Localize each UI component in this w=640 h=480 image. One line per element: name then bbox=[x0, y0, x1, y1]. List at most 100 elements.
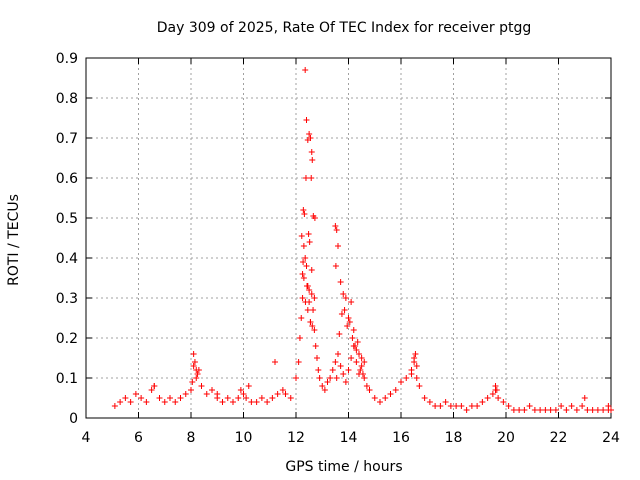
data-point bbox=[505, 403, 512, 409]
data-point bbox=[308, 291, 315, 297]
data-point bbox=[542, 407, 549, 413]
data-point bbox=[167, 395, 173, 401]
data-point bbox=[193, 375, 200, 381]
data-point bbox=[293, 375, 299, 381]
data-point bbox=[411, 355, 418, 361]
data-point bbox=[274, 391, 281, 397]
data-point bbox=[191, 359, 198, 365]
x-tick-labels: 4 6 8 10 12 14 16 18 20 22 24 bbox=[82, 430, 620, 446]
y-tick-label: 0.5 bbox=[56, 211, 78, 227]
data-point bbox=[340, 291, 347, 297]
data-point bbox=[442, 399, 449, 405]
data-point bbox=[122, 395, 129, 401]
data-point bbox=[305, 231, 312, 237]
data-point bbox=[340, 371, 347, 377]
data-point bbox=[500, 399, 507, 405]
data-point bbox=[573, 407, 580, 413]
data-point bbox=[447, 403, 454, 409]
data-point bbox=[235, 395, 242, 401]
data-point bbox=[346, 319, 353, 325]
data-point bbox=[303, 117, 310, 123]
data-point bbox=[324, 379, 331, 385]
data-point bbox=[579, 403, 586, 409]
data-point bbox=[484, 395, 491, 401]
data-point bbox=[287, 395, 294, 401]
axes bbox=[85, 57, 612, 419]
y-tick-label: 0 bbox=[69, 411, 78, 427]
data-point bbox=[453, 403, 460, 409]
data-point bbox=[258, 395, 265, 401]
data-point bbox=[361, 359, 368, 365]
data-point bbox=[304, 283, 311, 289]
data-point bbox=[308, 149, 315, 155]
data-point bbox=[521, 407, 528, 413]
data-point bbox=[308, 175, 315, 181]
data-point bbox=[568, 403, 575, 409]
data-point bbox=[345, 315, 352, 321]
data-point bbox=[310, 307, 317, 313]
data-point bbox=[357, 367, 364, 373]
data-point bbox=[412, 351, 419, 357]
data-point bbox=[302, 175, 309, 181]
data-point bbox=[264, 399, 271, 405]
data-point bbox=[332, 359, 339, 365]
data-point bbox=[377, 399, 383, 405]
data-point bbox=[329, 367, 336, 373]
data-point bbox=[219, 399, 226, 405]
data-point bbox=[421, 395, 428, 401]
data-point bbox=[138, 395, 145, 401]
data-point bbox=[432, 403, 439, 409]
data-point bbox=[190, 363, 197, 369]
data-point bbox=[282, 391, 289, 397]
data-point bbox=[303, 263, 310, 269]
x-tick-label: 10 bbox=[235, 430, 253, 446]
data-point bbox=[230, 399, 236, 405]
y-tick-label: 0.3 bbox=[56, 291, 78, 307]
data-point bbox=[304, 307, 311, 313]
data-point bbox=[117, 399, 124, 405]
data-point bbox=[348, 299, 355, 305]
data-point bbox=[341, 307, 348, 313]
y-tick-label: 0.1 bbox=[56, 371, 78, 387]
data-point bbox=[245, 383, 252, 389]
data-point bbox=[127, 399, 134, 405]
data-point bbox=[458, 403, 465, 409]
data-point bbox=[352, 343, 359, 349]
data-point bbox=[392, 387, 399, 393]
data-point bbox=[319, 383, 326, 389]
x-tick-label: 14 bbox=[340, 430, 358, 446]
data-point bbox=[416, 383, 423, 389]
data-point bbox=[361, 375, 368, 381]
data-point bbox=[495, 395, 502, 401]
data-point bbox=[309, 157, 316, 163]
data-point bbox=[332, 223, 339, 229]
x-tick-label: 6 bbox=[134, 430, 143, 446]
data-point bbox=[516, 407, 523, 413]
data-point bbox=[311, 295, 318, 301]
data-point bbox=[272, 359, 278, 365]
data-point bbox=[492, 383, 499, 389]
data-point bbox=[132, 391, 139, 397]
data-point bbox=[358, 355, 365, 361]
data-point bbox=[356, 351, 362, 357]
x-tick-label: 16 bbox=[392, 430, 410, 446]
x-tick-label: 12 bbox=[287, 430, 305, 446]
data-point bbox=[237, 387, 244, 393]
data-point bbox=[182, 391, 189, 397]
data-point bbox=[547, 407, 554, 413]
data-point bbox=[161, 399, 168, 405]
data-point bbox=[302, 299, 309, 305]
data-point bbox=[316, 375, 323, 381]
data-point bbox=[531, 407, 538, 413]
data-point bbox=[558, 403, 565, 409]
data-point bbox=[298, 233, 305, 239]
y-tick-label: 0.8 bbox=[56, 91, 78, 107]
data-point bbox=[309, 323, 316, 329]
y-tick-label: 0.2 bbox=[56, 331, 78, 347]
data-point bbox=[345, 367, 352, 373]
x-tick-label: 8 bbox=[187, 430, 196, 446]
data-point bbox=[489, 391, 496, 397]
data-point bbox=[111, 403, 118, 409]
data-point bbox=[463, 407, 470, 413]
